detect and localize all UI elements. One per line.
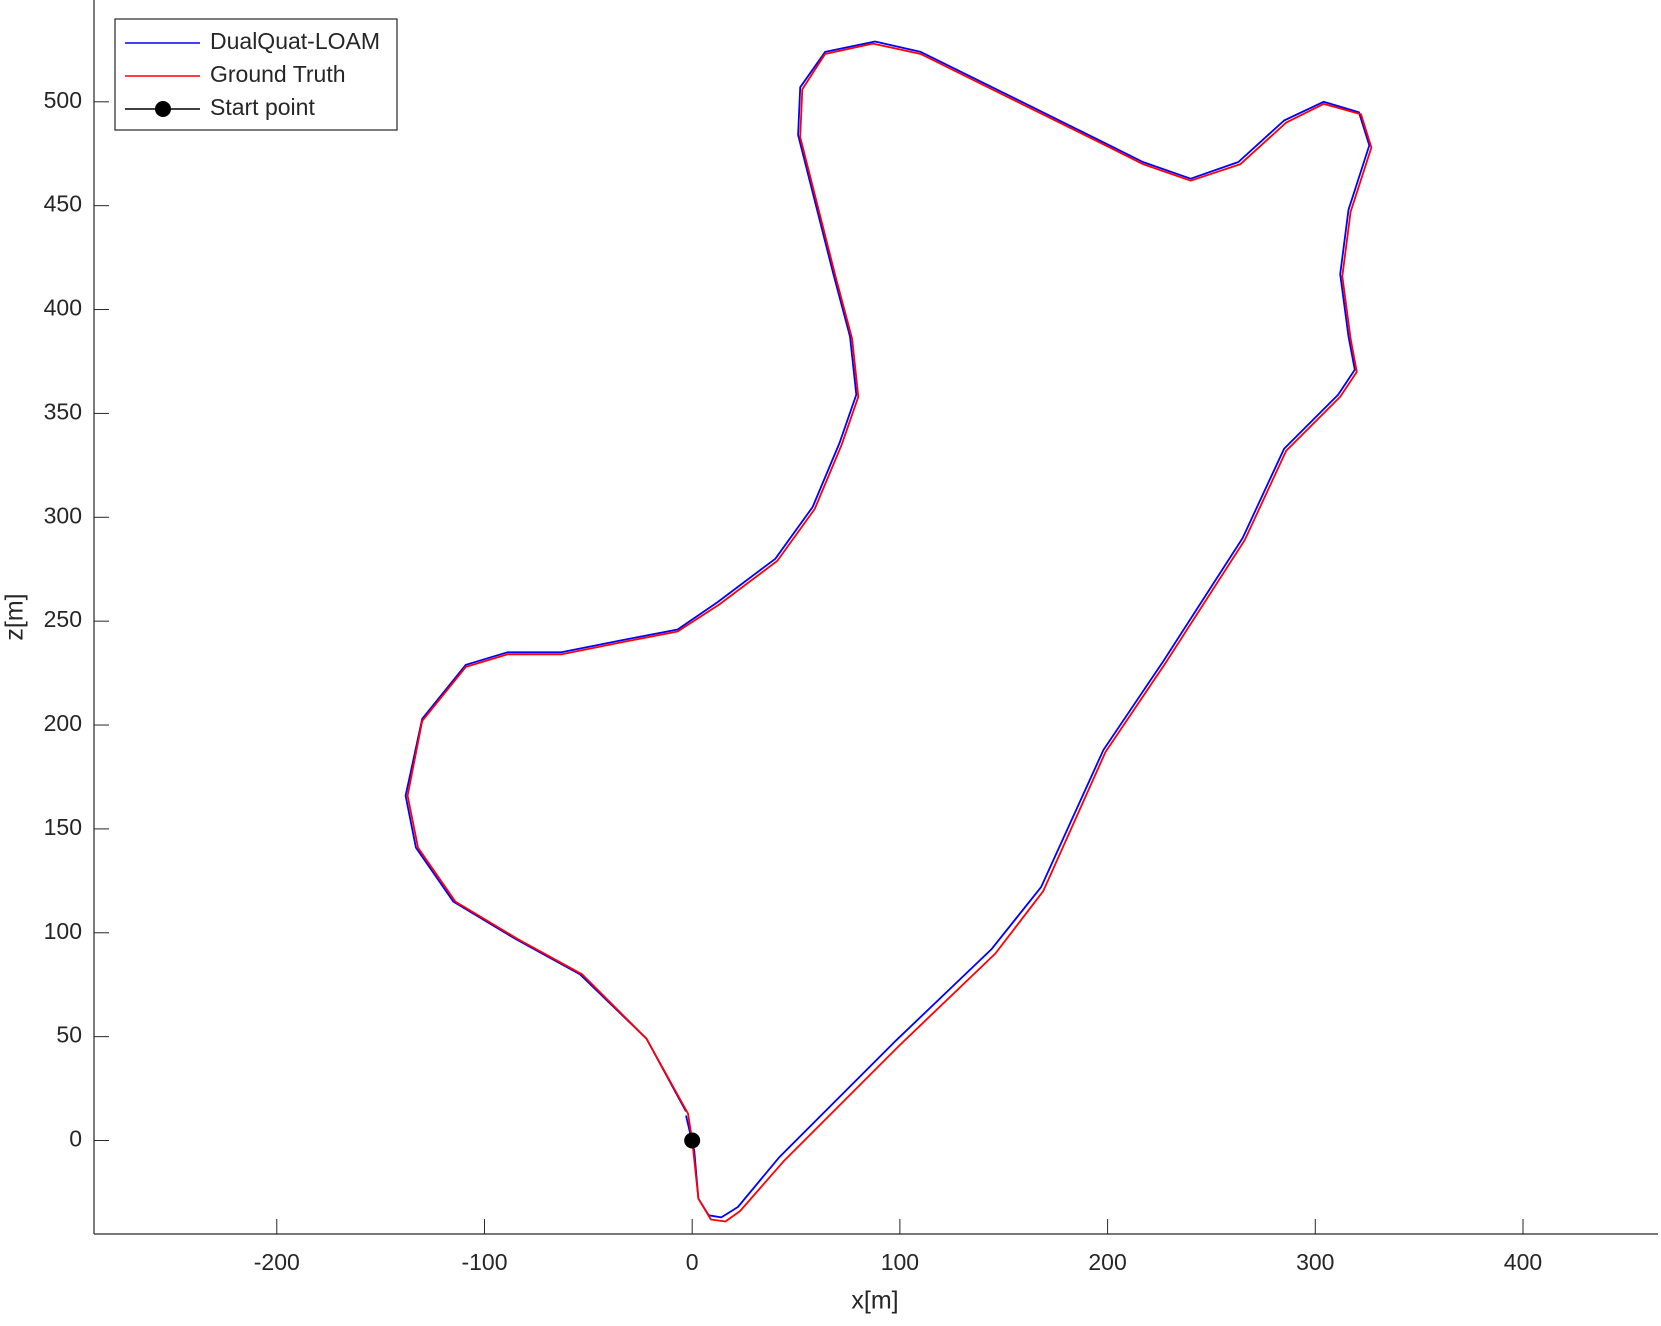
trajectory-line (406, 42, 1373, 1223)
y-tick-label: 50 (56, 1022, 82, 1048)
y-tick-label: 250 (44, 606, 82, 632)
x-tick-label: 200 (1088, 1249, 1126, 1275)
y-tick-label: 300 (44, 502, 82, 528)
trajectory-line (404, 40, 1371, 1219)
y-tick-label: 450 (44, 191, 82, 217)
x-tick-label: 300 (1296, 1249, 1334, 1275)
y-tick-label: 150 (44, 814, 82, 840)
y-tick-label: 400 (44, 295, 82, 321)
legend-label: Start point (210, 94, 315, 120)
y-tick-label: 350 (44, 398, 82, 424)
x-tick-label: 100 (881, 1249, 919, 1275)
x-axis-label: x[m] (851, 1287, 898, 1315)
y-tick-label: 0 (69, 1126, 82, 1152)
x-tick-label: 0 (686, 1249, 699, 1275)
x-tick-label: -200 (254, 1249, 300, 1275)
start-marker (684, 1132, 701, 1149)
y-tick-label: 200 (44, 710, 82, 736)
legend-label: Ground Truth (210, 61, 346, 87)
y-tick-label: 500 (44, 87, 82, 113)
legend-label: DualQuat-LOAM (210, 28, 380, 54)
x-tick-label: -100 (461, 1249, 507, 1275)
y-axis-label: z[m] (1, 593, 29, 640)
legend-marker (155, 101, 171, 117)
y-tick-label: 100 (44, 918, 82, 944)
x-tick-label: 400 (1504, 1249, 1542, 1275)
